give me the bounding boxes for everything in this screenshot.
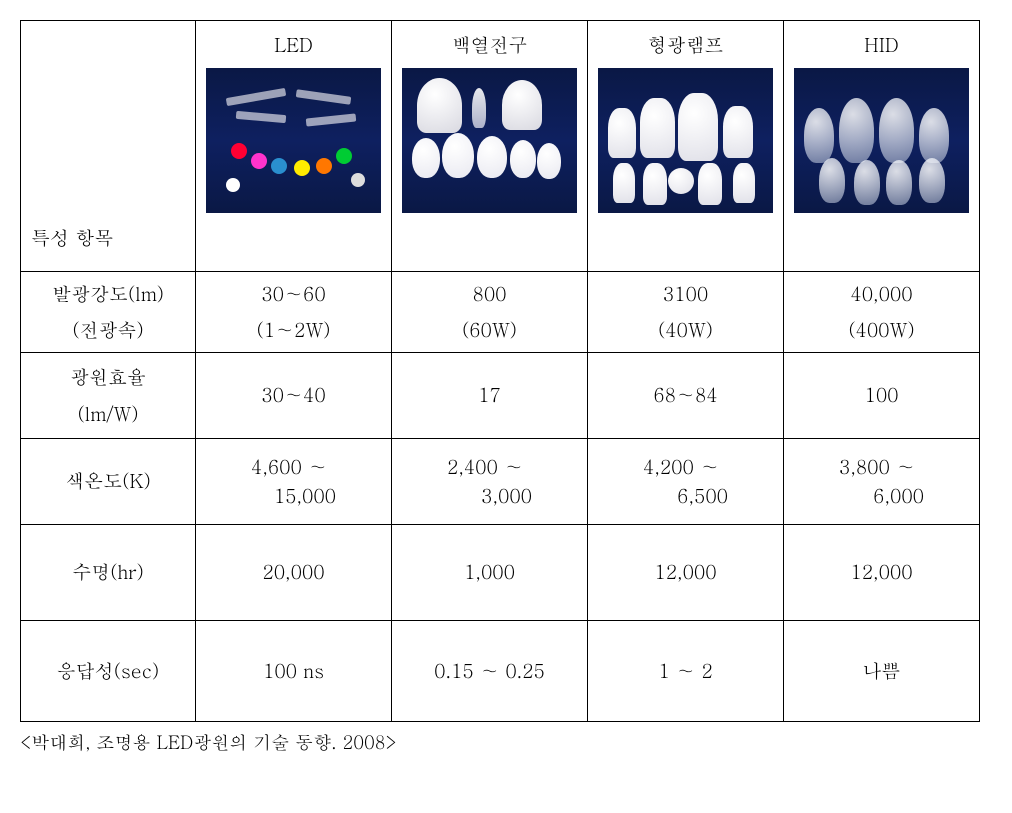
row-label: 발광강도(lm) (전광속)	[21, 272, 196, 353]
row-header-label-cell: 특성 항목	[21, 21, 196, 272]
hid-product-image	[794, 68, 969, 213]
cell-incandescent: 0.15 ∼ 0.25	[392, 621, 588, 722]
range-end: 15,000	[226, 482, 361, 511]
cell-hid: 40,000 (400W)	[784, 272, 980, 353]
characteristics-label: 특성 항목	[31, 224, 113, 251]
row-label-line1: 광원효율	[70, 363, 146, 390]
range-end: 3,000	[422, 482, 557, 511]
cell-led: 4,600 ∼ 15,000	[196, 439, 392, 525]
cell-cfl: 3100 (40W)	[588, 272, 784, 353]
cell-incandescent: 2,400 ∼ 3,000	[392, 439, 588, 525]
cell-value-line1: 3100	[663, 280, 708, 307]
row-label: 광원효율 (lm/W)	[21, 353, 196, 439]
col-header-led: LED	[196, 21, 392, 272]
cell-value-line2: (1∼2W)	[257, 316, 331, 343]
cell-led: 20,000	[196, 525, 392, 621]
cell-led: 100 ns	[196, 621, 392, 722]
incandescent-product-image	[402, 68, 577, 213]
col-label: 형광램프	[588, 31, 783, 58]
table-row-response: 응답성(sec) 100 ns 0.15 ∼ 0.25 1 ∼ 2 나쁨	[21, 621, 980, 722]
cell-value-line2: (400W)	[848, 316, 914, 343]
cell-hid: 12,000	[784, 525, 980, 621]
col-label: HID	[784, 31, 979, 58]
range-end: 6,000	[814, 482, 949, 511]
col-header-cfl: 형광램프	[588, 21, 784, 272]
col-label: LED	[196, 31, 391, 58]
row-label: 색온도(K)	[21, 439, 196, 525]
cell-led: 30∼60 (1∼2W)	[196, 272, 392, 353]
cfl-product-image	[598, 68, 773, 213]
row-label-line1: 발광강도(lm)	[52, 280, 164, 307]
citation-text: <박대희, 조명용 LED광원의 기술 동향. 2008>	[20, 730, 992, 755]
cell-incandescent: 17	[392, 353, 588, 439]
range-start: 2,400 ∼	[422, 453, 557, 482]
row-label: 수명(hr)	[21, 525, 196, 621]
header-row: 특성 항목 LED 백열전구 형광램프	[21, 21, 980, 272]
cell-cfl: 68∼84	[588, 353, 784, 439]
table-row-luminous-intensity: 발광강도(lm) (전광속) 30∼60 (1∼2W) 800 (60W) 31…	[21, 272, 980, 353]
cell-incandescent: 800 (60W)	[392, 272, 588, 353]
range-start: 4,200 ∼	[618, 453, 753, 482]
cell-cfl: 4,200 ∼ 6,500	[588, 439, 784, 525]
col-header-incandescent: 백열전구	[392, 21, 588, 272]
cell-hid: 100	[784, 353, 980, 439]
cell-led: 30∼40	[196, 353, 392, 439]
cell-value-line1: 40,000	[850, 280, 912, 307]
cell-value-line2: (60W)	[462, 316, 517, 343]
row-label-line2: (전광속)	[72, 316, 143, 343]
cell-hid: 나쁨	[784, 621, 980, 722]
range-end: 6,500	[618, 482, 753, 511]
cell-value-line1: 800	[473, 280, 507, 307]
cell-cfl: 12,000	[588, 525, 784, 621]
cell-hid: 3,800 ∼ 6,000	[784, 439, 980, 525]
table-row-lifetime: 수명(hr) 20,000 1,000 12,000 12,000	[21, 525, 980, 621]
range-start: 3,800 ∼	[814, 453, 949, 482]
led-product-image	[206, 68, 381, 213]
col-header-hid: HID	[784, 21, 980, 272]
table-row-color-temp: 색온도(K) 4,600 ∼ 15,000 2,400 ∼ 3,000 4,20…	[21, 439, 980, 525]
range-start: 4,600 ∼	[226, 453, 361, 482]
cell-value-line1: 30∼60	[261, 280, 325, 307]
cell-cfl: 1 ∼ 2	[588, 621, 784, 722]
cell-value-line2: (40W)	[658, 316, 713, 343]
col-label: 백열전구	[392, 31, 587, 58]
row-label-line2: (lm/W)	[77, 400, 138, 427]
comparison-table: 특성 항목 LED 백열전구 형광램프	[20, 20, 980, 722]
row-label: 응답성(sec)	[21, 621, 196, 722]
cell-incandescent: 1,000	[392, 525, 588, 621]
table-row-efficacy: 광원효율 (lm/W) 30∼40 17 68∼84 100	[21, 353, 980, 439]
